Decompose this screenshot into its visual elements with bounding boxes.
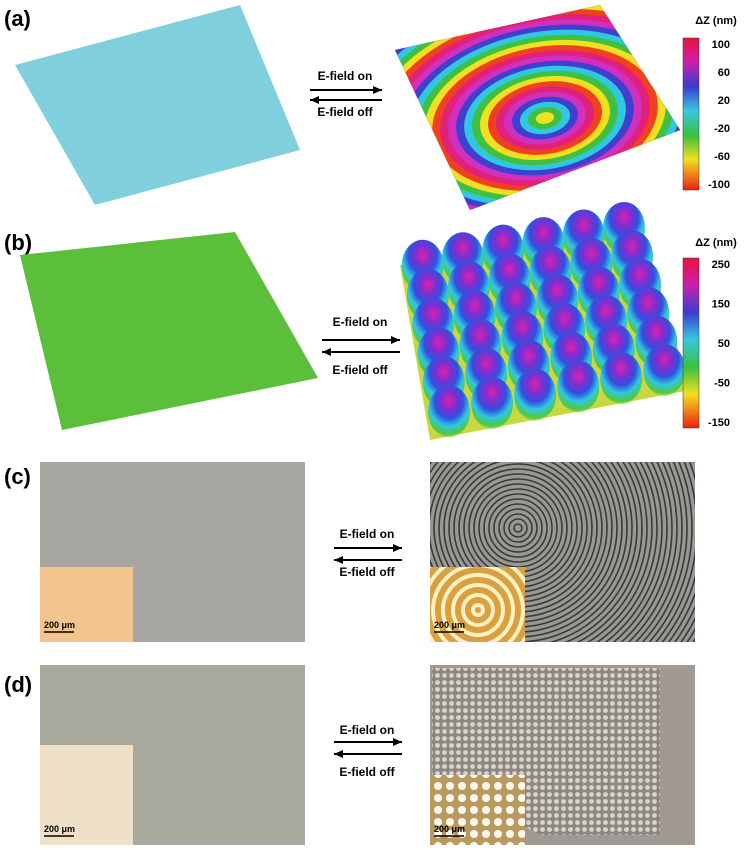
arrow-head (334, 750, 343, 758)
arrow-label: E-field on (340, 723, 395, 737)
arrow-label: E-field on (340, 527, 395, 541)
fringe (513, 523, 523, 533)
colorbar-tick: -150 (708, 417, 730, 429)
flat-surface (15, 5, 300, 205)
fringe (430, 462, 633, 642)
scale-label: 200 μm (44, 620, 75, 630)
arrow-label: E-field on (318, 69, 373, 83)
bump (428, 385, 471, 438)
ring (535, 112, 555, 124)
bump (600, 352, 643, 405)
arrow-head (393, 544, 402, 552)
arrow-label: E-field off (339, 565, 395, 579)
arrow-head (391, 336, 400, 344)
arrow-label: E-field off (339, 765, 395, 779)
fringe (503, 513, 533, 543)
fringe (493, 503, 543, 553)
colorbar-tick: -20 (714, 123, 730, 135)
ring-pattern (430, 462, 695, 642)
fringe (498, 508, 538, 548)
colorbar-tick: 150 (712, 299, 730, 311)
colorbar (682, 37, 700, 191)
panel-label: (c) (4, 464, 31, 489)
fringe (620, 462, 673, 642)
fringe (612, 462, 668, 642)
fringe (451, 583, 505, 637)
fringe (430, 462, 663, 642)
scale-label: 200 μm (434, 620, 465, 630)
arrow-head (373, 86, 382, 94)
fringe (634, 462, 683, 642)
fringe (430, 462, 648, 642)
bump (471, 377, 514, 430)
bump (514, 368, 557, 421)
inset (40, 567, 133, 642)
scale-label: 200 μm (434, 824, 465, 834)
fringe (641, 462, 688, 642)
scale-label: 200 μm (44, 824, 75, 834)
inset-rings (430, 567, 525, 642)
fringe (627, 462, 678, 642)
bump (557, 360, 600, 413)
inset (430, 775, 525, 845)
fringe (508, 518, 528, 538)
fringe (483, 493, 553, 563)
panel-label: (d) (4, 672, 32, 697)
colorbar-tick: -50 (714, 378, 730, 390)
flat-surface (20, 232, 318, 430)
fringe (648, 462, 693, 642)
inset (40, 745, 133, 845)
fringe (430, 462, 653, 642)
colorbar-tick: 50 (718, 338, 730, 350)
fringe (430, 462, 638, 642)
fringe (488, 498, 548, 558)
fringe (441, 573, 515, 642)
arrow-label: E-field on (333, 315, 388, 329)
arrow-head (310, 96, 319, 104)
colorbar-tick: 60 (718, 67, 730, 79)
colorbar-title: ΔZ (nm) (695, 15, 737, 27)
colorbar-tick: -60 (714, 151, 730, 163)
fringe (430, 462, 658, 642)
colorbar-tick: 100 (712, 39, 730, 51)
panel-label: (a) (4, 6, 31, 31)
bump-surface (401, 201, 686, 438)
bump (643, 343, 686, 396)
arrow-head (393, 738, 402, 746)
colorbar (682, 257, 700, 429)
colorbar-title: ΔZ (nm) (695, 237, 737, 249)
colorbar-tick: 20 (718, 95, 730, 107)
arrow-head (322, 348, 331, 356)
arrow-label: E-field off (317, 105, 373, 119)
fringe (471, 603, 485, 617)
fringe (431, 567, 525, 642)
colorbar-tick: 250 (712, 259, 730, 271)
fringe (430, 462, 643, 642)
arrow-head (334, 556, 343, 564)
fringe (461, 593, 495, 627)
panel-label: (b) (4, 230, 32, 255)
arrow-label: E-field off (332, 363, 388, 377)
colorbar-tick: -100 (708, 179, 730, 191)
